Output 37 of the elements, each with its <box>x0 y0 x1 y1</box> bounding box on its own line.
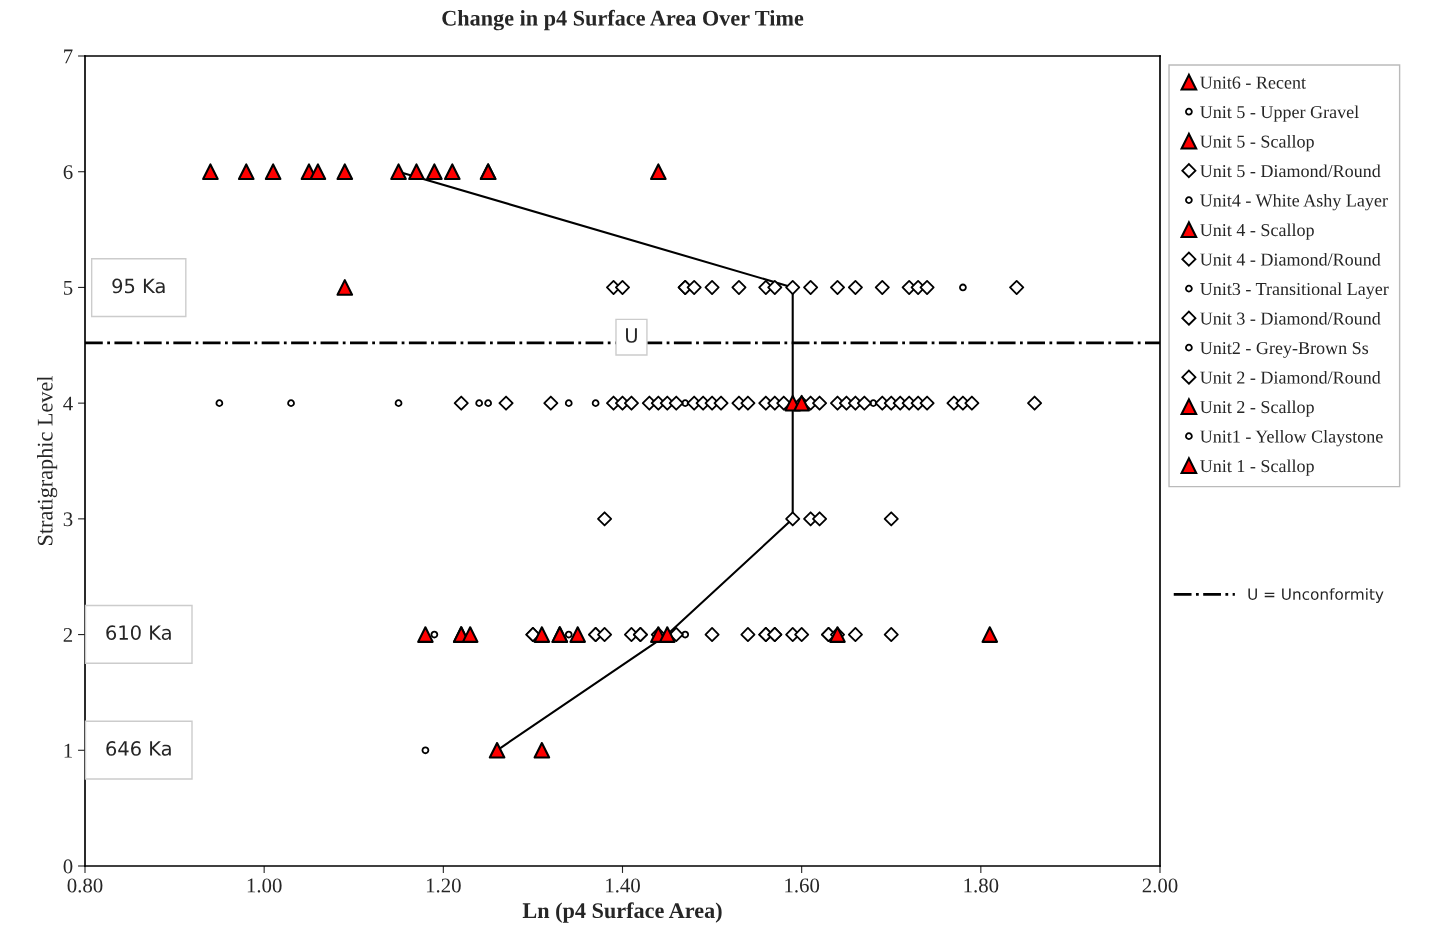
legend-label: Unit 3 - Diamond/Round <box>1200 311 1381 325</box>
legend-label: Unit3 - Transitional Layer <box>1200 282 1389 299</box>
y-tick-label: 6 <box>63 165 73 180</box>
legend-label: Unit4 - White Ashy Layer <box>1200 193 1388 211</box>
ref-line-label: U <box>626 328 637 343</box>
y-axis-title: Stratigraphic Level <box>37 375 58 545</box>
legend-label: Unit 4 - Scallop <box>1200 223 1314 240</box>
annotation: 610 Ka <box>106 625 171 640</box>
x-tick-label: 1.20 <box>426 878 461 893</box>
y-tick-label: 2 <box>63 628 73 642</box>
text: U = Unconformity <box>1248 588 1384 603</box>
legend-label: Unit 5 - Diamond/Round <box>1200 164 1381 178</box>
legend-label: Unit6 - Recent <box>1200 76 1306 89</box>
y-tick-label: 0 <box>63 859 73 874</box>
y-tick-label: 5 <box>63 281 73 295</box>
y-tick-label: 1 <box>64 743 72 758</box>
legend-label: Unit 1 - Scallop <box>1200 459 1314 476</box>
legend-label: Unit2 - Grey-Brown Ss <box>1200 342 1369 358</box>
legend-label: Unit1 - Yellow Claystone <box>1200 429 1383 447</box>
x-tick-label: 1.00 <box>247 878 282 893</box>
x-tick-label: 0.80 <box>67 878 103 893</box>
annotation: 646 Ka <box>106 741 171 756</box>
chart-title: Change in p4 Surface Area Over Time <box>442 9 804 31</box>
legend-label: Unit 4 - Diamond/Round <box>1200 252 1381 266</box>
x-tick-label: 1.60 <box>785 878 820 893</box>
y-tick-label: 7 <box>64 49 73 64</box>
legend-label: Unit 2 - Scallop <box>1200 400 1314 417</box>
annotation: 95 Ka <box>112 278 165 294</box>
x-tick-label: 2.00 <box>1142 878 1178 893</box>
legend-label: Unit 5 - Scallop <box>1200 134 1314 152</box>
y-tick-label: 4 <box>63 396 73 411</box>
legend-label: Unit 5 - Upper Gravel <box>1200 105 1359 122</box>
x-tick-label: 1.40 <box>606 878 640 893</box>
x-tick-label: 1.80 <box>964 878 999 893</box>
y-tick-label: 3 <box>63 512 73 527</box>
x-axis-title: Ln (p4 Surface Area) <box>522 902 722 923</box>
legend-label: Unit 2 - Diamond/Round <box>1200 370 1381 384</box>
